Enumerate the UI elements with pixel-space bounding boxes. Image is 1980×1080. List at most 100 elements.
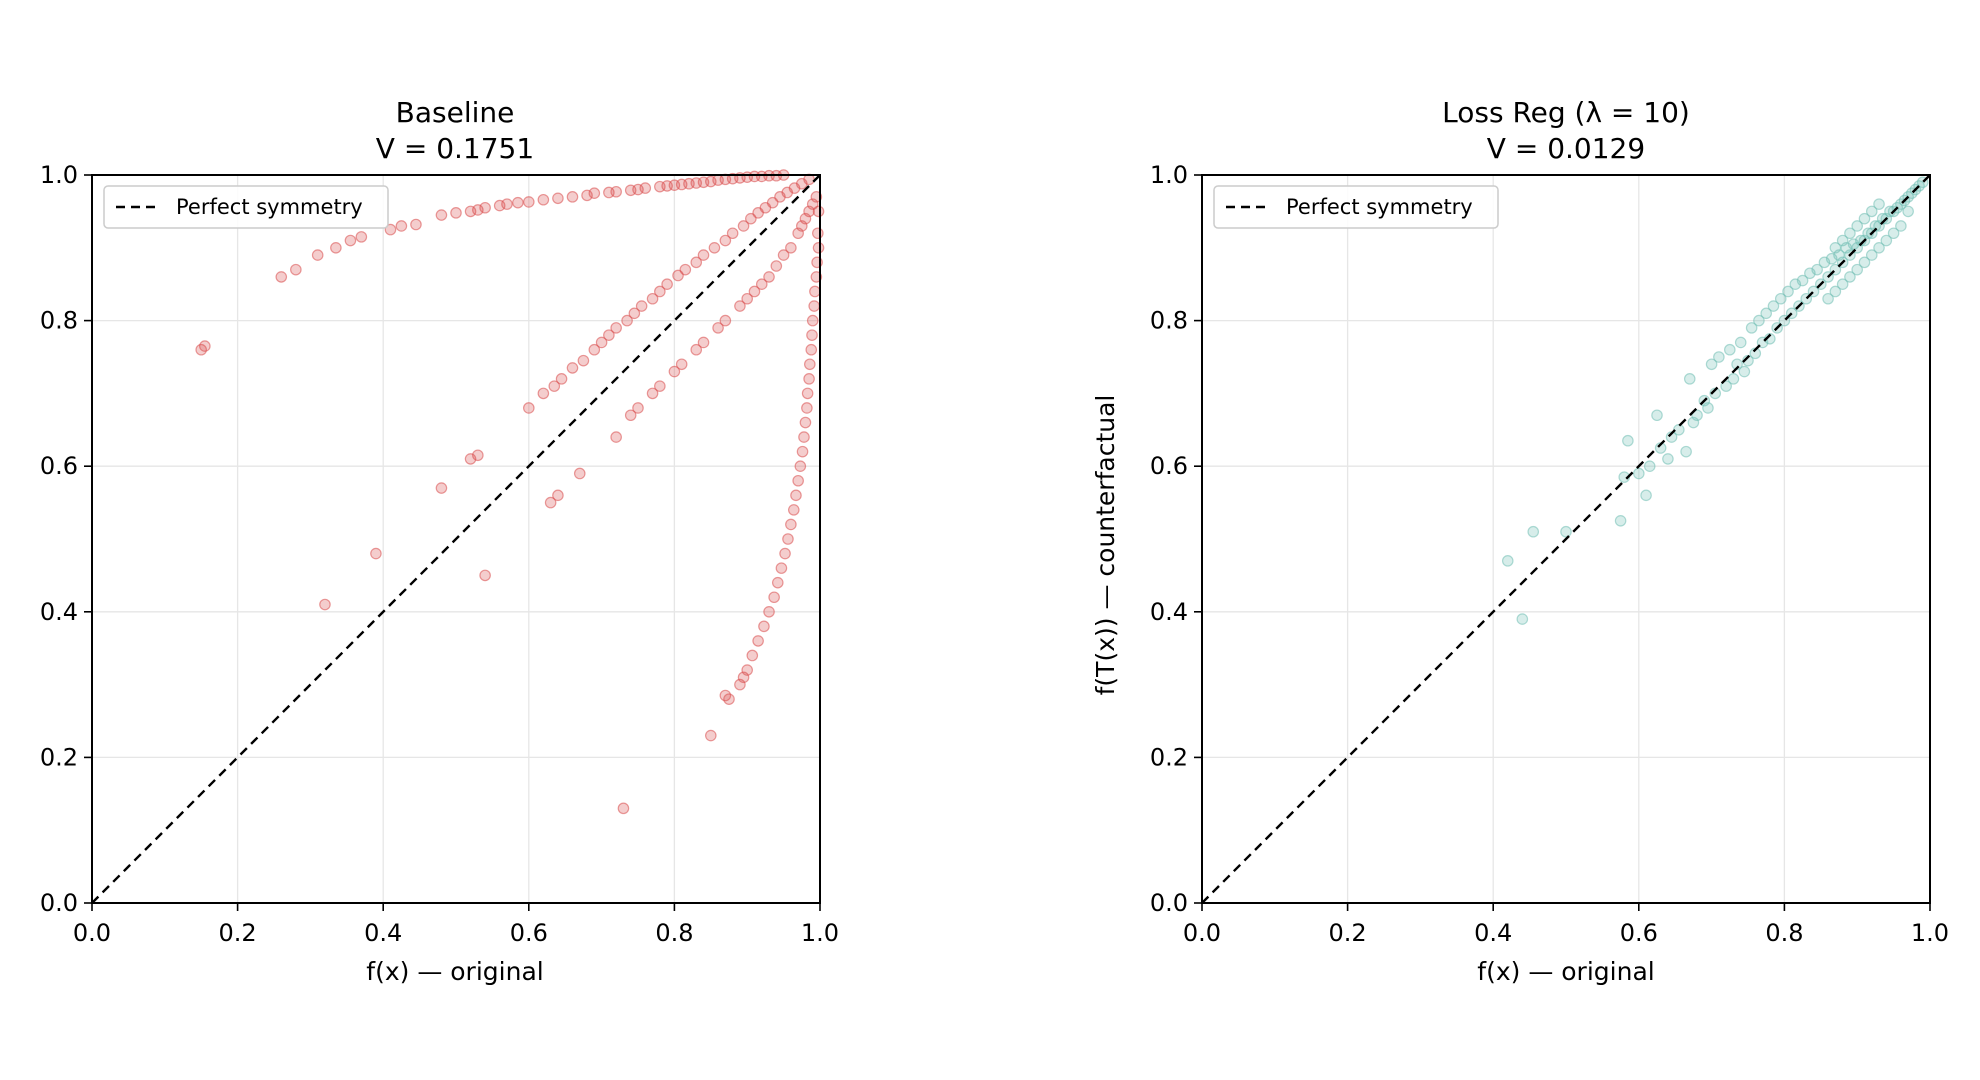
scatter-point	[639, 182, 652, 194]
scatter-point	[719, 689, 732, 702]
scatter-point	[522, 196, 535, 208]
scatter-point	[610, 185, 622, 198]
scatter-point	[1851, 220, 1863, 232]
scatter-point	[1782, 285, 1794, 298]
scatter-point	[537, 387, 550, 400]
scatter-point	[690, 343, 703, 356]
scatter-point	[290, 263, 302, 276]
scatter-point	[804, 358, 816, 371]
y-tick-label: 0.2	[40, 743, 78, 771]
scatter-point	[798, 431, 810, 443]
x-tick-label: 1.0	[1911, 919, 1949, 947]
scatter-point	[697, 336, 710, 349]
scatter-point	[199, 340, 211, 352]
scatter-point	[799, 416, 812, 429]
scatter-point	[690, 256, 703, 269]
scatter-point	[810, 191, 823, 203]
scatter-point	[632, 402, 644, 414]
scatter-point	[1774, 292, 1787, 305]
y-tick-label: 0.6	[40, 452, 78, 480]
x-tick-label: 0.0	[1183, 919, 1221, 947]
scatter-point	[755, 278, 768, 290]
scatter-point	[1829, 285, 1842, 298]
scatter-point	[479, 569, 491, 582]
scatter-point	[566, 362, 579, 374]
scatter-point	[1836, 278, 1849, 290]
axes-frame	[91, 174, 821, 904]
y-tick-label: 0.2	[1150, 743, 1188, 771]
scatter-point	[763, 271, 775, 283]
scatter-point	[1720, 380, 1732, 392]
scatter-point	[734, 678, 746, 691]
scatter-point	[1811, 263, 1823, 276]
x-tick-label: 0.8	[1765, 919, 1803, 947]
scatter-point	[275, 271, 288, 283]
scatter-point	[552, 192, 564, 205]
scatter-point	[1633, 467, 1645, 480]
scatter-point	[344, 234, 357, 247]
scatter-point	[801, 402, 813, 414]
scatter-point	[704, 729, 717, 742]
x-tick-label: 0.6	[1620, 919, 1658, 947]
scatter-point	[621, 314, 633, 327]
scatter-point	[777, 249, 790, 261]
scatter-point	[646, 387, 659, 400]
x-tick-label: 0.0	[73, 919, 111, 947]
scatter-point	[1738, 365, 1751, 378]
scatter-point	[395, 220, 408, 232]
x-ticks: 0.0 0.2 0.4 0.6 0.8 1.0	[73, 903, 839, 947]
scatter-point	[1691, 409, 1703, 422]
scatter-point	[792, 474, 804, 487]
y-ticks: 0.0 0.2 0.4 0.6 0.8 1.0	[40, 161, 92, 917]
x-axis-label: f(x) — original	[1477, 957, 1654, 986]
scatter-point	[1673, 423, 1685, 436]
perfect-symmetry-line	[91, 174, 821, 904]
scatter-point	[719, 314, 732, 327]
scatter-point	[1614, 514, 1627, 527]
chart-panel-baseline: Baseline V = 0.1751 0.0 0.2 0.4 0.6 0.8 1.0 0…	[40, 96, 839, 986]
scatter-point	[1851, 263, 1863, 276]
scatter-point	[668, 365, 681, 378]
x-tick-label: 0.4	[364, 919, 402, 947]
scatter-point	[624, 409, 637, 422]
axes-frame	[1201, 174, 1931, 904]
scatter-point	[661, 278, 673, 290]
scatter-point	[501, 198, 513, 210]
scatter-point	[1683, 373, 1696, 385]
legend-label: Perfect symmetry	[1286, 195, 1473, 219]
scatter-point	[748, 285, 761, 298]
scatter-point	[1760, 307, 1772, 320]
chart-title: Loss Reg (λ = 10)	[1442, 96, 1690, 129]
scatter-point	[646, 292, 659, 305]
scatter-point	[808, 300, 820, 312]
scatter-point	[812, 205, 825, 218]
y-tick-label: 0.8	[1150, 307, 1188, 335]
scatter-point	[1887, 227, 1900, 240]
legend-label: Perfect symmetry	[176, 195, 363, 219]
scatter-point	[806, 329, 818, 341]
scatter-point	[548, 380, 561, 392]
scatter-point	[1705, 358, 1718, 371]
x-tick-label: 0.4	[1474, 919, 1512, 947]
scatter-point	[1880, 234, 1893, 247]
scatter-point	[794, 460, 807, 472]
scatter-point	[537, 193, 550, 206]
legend: Perfect symmetry	[103, 185, 389, 229]
y-tick-label: 0.8	[40, 307, 78, 335]
scatter-point	[1724, 343, 1736, 356]
scatter-point	[1753, 314, 1765, 327]
scatter-point	[1767, 300, 1780, 312]
scatter-point	[410, 218, 422, 231]
chart-panel-loss-reg: Loss Reg (λ = 10) V = 0.0129 0.0 0.2 0.4 0.…	[1091, 96, 1949, 986]
scatter-points	[195, 169, 825, 815]
x-axis-label: f(x) — original	[366, 957, 543, 986]
scatter-point	[573, 467, 586, 480]
scatter-point	[771, 576, 784, 589]
scatter-point	[384, 223, 397, 236]
y-tick-label: 1.0	[1150, 161, 1188, 189]
x-tick-label: 0.2	[219, 919, 257, 947]
scatter-point	[785, 518, 797, 531]
scatter-point	[311, 249, 324, 261]
scatter-point	[1560, 525, 1572, 538]
scatter-point	[810, 271, 823, 283]
